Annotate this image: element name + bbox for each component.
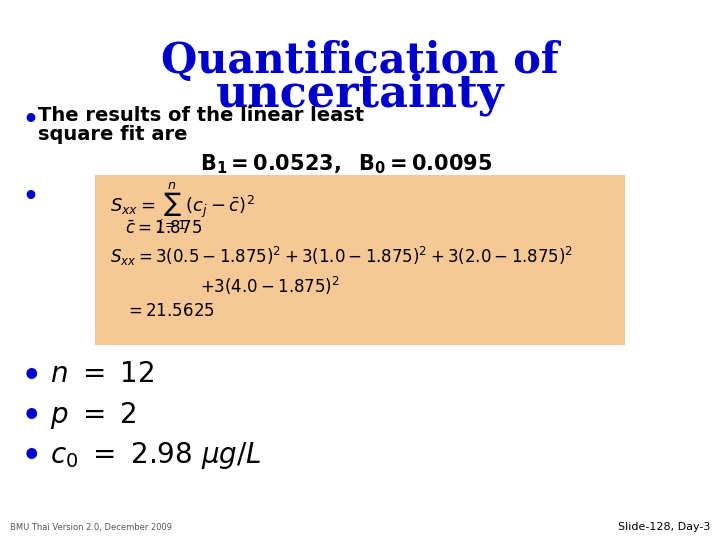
- Text: BMU Thai Version 2.0, December 2009: BMU Thai Version 2.0, December 2009: [10, 523, 172, 532]
- Text: $\mathbf{B_1 = 0.0523,\ \ B_0 = 0.0095}$: $\mathbf{B_1 = 0.0523,\ \ B_0 = 0.0095}$: [200, 152, 492, 176]
- Text: •: •: [22, 362, 42, 391]
- Text: $\mathit{n}\ =\ 12$: $\mathit{n}\ =\ 12$: [50, 360, 154, 388]
- Text: Slide-128, Day-3: Slide-128, Day-3: [618, 522, 710, 532]
- Text: •: •: [22, 108, 38, 132]
- Text: $+ 3(4.0-1.875)^2$: $+ 3(4.0-1.875)^2$: [200, 275, 340, 297]
- Text: $= 21.5625$: $= 21.5625$: [125, 302, 215, 320]
- Text: The results of the linear least: The results of the linear least: [38, 106, 364, 125]
- Text: $S_{xx} = \sum_{j=1}^{n}(c_j - \bar{c})^2$: $S_{xx} = \sum_{j=1}^{n}(c_j - \bar{c})^…: [110, 180, 255, 235]
- FancyBboxPatch shape: [95, 175, 625, 345]
- Text: •: •: [22, 442, 42, 471]
- Text: $\mathit{c_0}\ =\ 2.98\ \mu g/L$: $\mathit{c_0}\ =\ 2.98\ \mu g/L$: [50, 440, 261, 471]
- Text: $\bar{c} = 1.875$: $\bar{c} = 1.875$: [125, 220, 202, 238]
- Text: $\mathit{p}\ =\ 2$: $\mathit{p}\ =\ 2$: [50, 400, 137, 431]
- Text: square fit are: square fit are: [38, 125, 187, 144]
- Text: $S_{xx} = 3(0.5-1.875)^2 + 3(1.0-1.875)^2 + 3(2.0-1.875)^2$: $S_{xx} = 3(0.5-1.875)^2 + 3(1.0-1.875)^…: [110, 245, 573, 268]
- Text: •: •: [22, 402, 42, 431]
- Text: •: •: [22, 185, 38, 209]
- Text: Quantification of: Quantification of: [161, 40, 559, 82]
- Text: uncertainty: uncertainty: [216, 72, 504, 116]
